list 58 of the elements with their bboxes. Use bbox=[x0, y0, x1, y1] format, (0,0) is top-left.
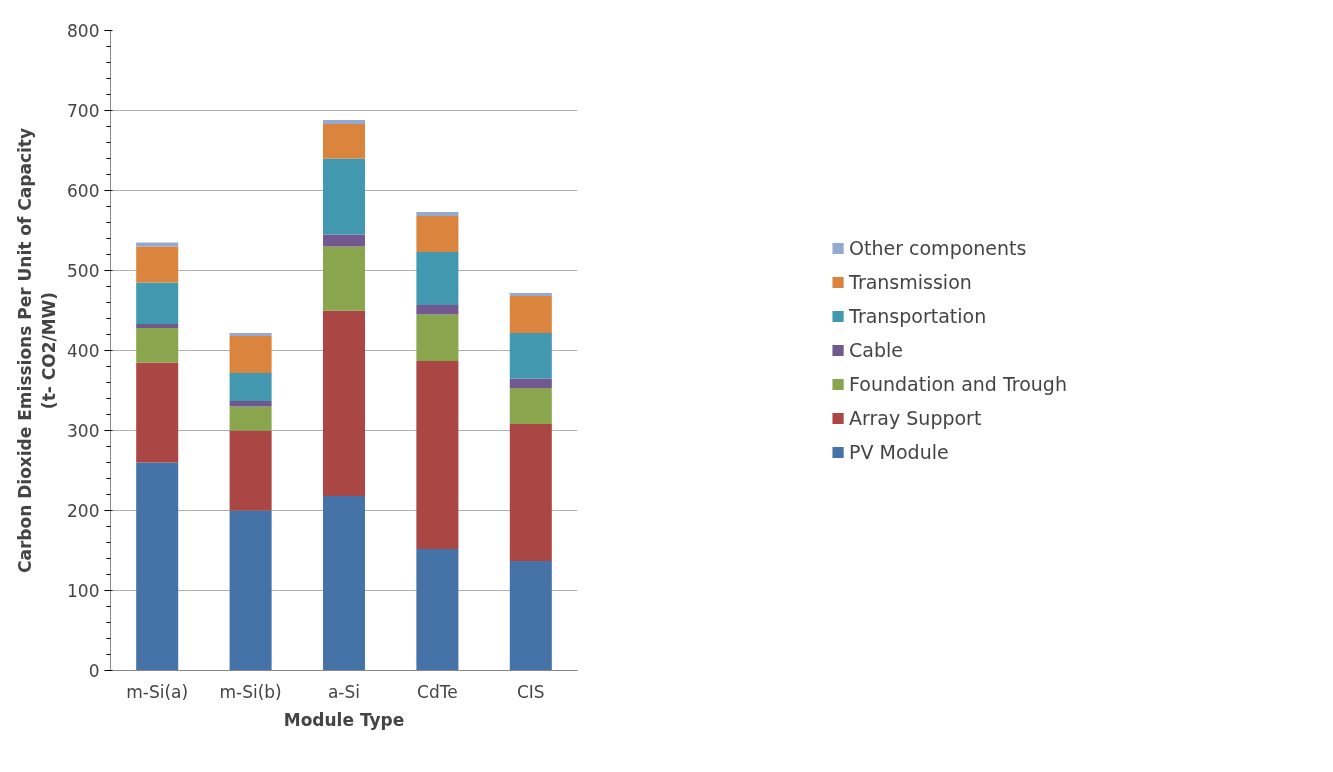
x-tick-label: CIS bbox=[516, 681, 545, 702]
x-axis-title: Module Type bbox=[283, 709, 405, 730]
bar bbox=[322, 124, 366, 159]
y-axis-title: Carbon Dioxide Emissions Per Unit of Capacity (t- CO2/MW) bbox=[15, 127, 60, 574]
y-tick-label: 800 bbox=[67, 21, 100, 41]
bar bbox=[509, 388, 552, 425]
bar bbox=[416, 212, 459, 217]
bar bbox=[509, 332, 552, 379]
x-tick-label: CdTe bbox=[417, 681, 458, 702]
legend-label: Transportation bbox=[849, 305, 987, 327]
bar bbox=[509, 424, 552, 561]
legend-label: Array Support bbox=[849, 407, 982, 429]
bar bbox=[229, 336, 272, 373]
bar bbox=[136, 242, 179, 247]
bar bbox=[136, 246, 179, 283]
bar bbox=[136, 362, 179, 463]
bar bbox=[322, 120, 366, 125]
y-tick-label: 200 bbox=[67, 501, 100, 521]
legend-label: Foundation and Trough bbox=[849, 373, 1067, 395]
bar bbox=[416, 304, 459, 315]
bar bbox=[509, 296, 552, 333]
bar bbox=[322, 496, 366, 671]
y-tick-label: 400 bbox=[67, 341, 100, 361]
bar bbox=[509, 292, 552, 297]
legend-label: Transmission bbox=[849, 271, 972, 293]
y-tick-label: 600 bbox=[67, 181, 100, 201]
bar bbox=[229, 400, 272, 407]
x-tick-label: m-Si(b) bbox=[219, 681, 282, 702]
bar bbox=[322, 234, 366, 247]
y-tick-label: 0 bbox=[88, 661, 100, 681]
bar bbox=[136, 328, 179, 363]
legend-label: Cable bbox=[849, 339, 904, 361]
bar bbox=[416, 216, 459, 253]
bar bbox=[229, 406, 272, 431]
bar bbox=[136, 282, 179, 325]
bar bbox=[229, 430, 272, 511]
y-tick-label: 300 bbox=[67, 421, 100, 441]
x-tick-label: a-Si bbox=[327, 681, 361, 702]
bar bbox=[229, 332, 272, 337]
bar bbox=[136, 324, 179, 329]
bar bbox=[136, 462, 179, 671]
y-tick-label: 500 bbox=[67, 261, 100, 281]
bar bbox=[322, 246, 366, 311]
legend-label: PV Module bbox=[849, 441, 949, 463]
legend-label: Other components bbox=[849, 237, 1027, 259]
bar bbox=[509, 378, 552, 389]
bar bbox=[416, 252, 459, 305]
bar bbox=[322, 158, 366, 235]
x-tick-label: m-Si(a) bbox=[126, 681, 189, 702]
bar bbox=[416, 360, 459, 549]
bar bbox=[229, 510, 272, 671]
y-tick-label: 700 bbox=[67, 101, 100, 121]
bar bbox=[229, 372, 272, 401]
bar bbox=[416, 548, 459, 671]
y-tick-label: 100 bbox=[67, 581, 100, 601]
bar bbox=[509, 560, 552, 671]
bar bbox=[322, 310, 366, 497]
bar bbox=[416, 314, 459, 361]
